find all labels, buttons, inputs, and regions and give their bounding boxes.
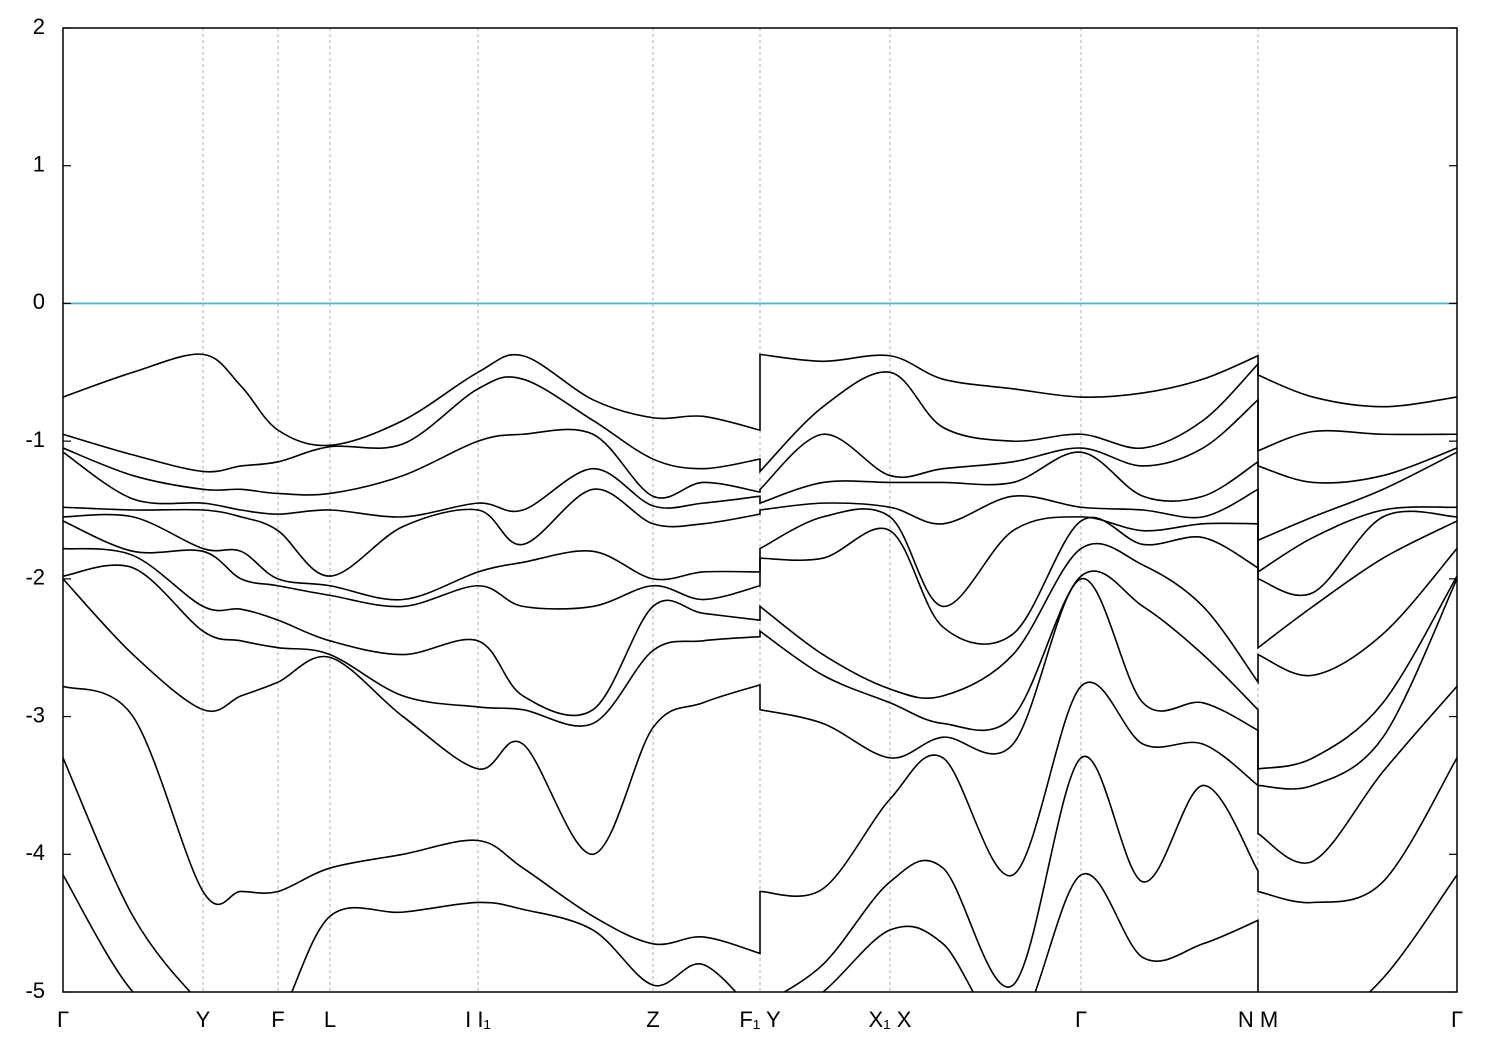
band-line	[63, 488, 1457, 577]
y-tick-label: -4	[25, 840, 45, 865]
x-tick-label: F	[271, 1007, 284, 1032]
band-line	[63, 353, 1457, 447]
x-tick-label: X₁ X	[869, 1007, 912, 1032]
band-line	[63, 578, 1457, 856]
plot-frame	[62, 27, 1458, 993]
band-line	[63, 681, 1457, 955]
x-tick-label: Γ	[57, 1007, 69, 1032]
x-tick-label: N M	[1238, 1007, 1278, 1032]
x-tick-label: I I₁	[465, 1007, 491, 1032]
x-tick-label: Γ	[1075, 1007, 1087, 1032]
band-line	[63, 516, 1457, 650]
band-line	[63, 755, 1457, 992]
x-tick-label: Z	[646, 1007, 659, 1032]
axis-labels: -5 -4 -3 -2 -1 0 1 2 Γ Y F L I I₁ Z F₁ Y X₁ X Γ N M Γ	[25, 14, 1463, 1032]
band-line	[63, 542, 1457, 717]
x-tick-label: Y	[196, 1007, 211, 1032]
y-tick-label: -2	[25, 565, 45, 590]
y-tick-label: 2	[33, 14, 45, 39]
plot-area	[63, 302, 1457, 992]
y-tick-label: -3	[25, 702, 45, 727]
y-tick-label: 1	[33, 152, 45, 177]
band-line	[63, 872, 1457, 992]
band-line	[63, 451, 1457, 542]
y-tick-label: -1	[25, 427, 45, 452]
grid	[202, 28, 1259, 992]
x-tick-label: L	[324, 1007, 336, 1032]
y-tick-label: -5	[25, 978, 45, 1003]
y-tick-label: 0	[33, 289, 45, 314]
x-tick-label: Γ	[1451, 1007, 1463, 1032]
x-tick-label: F₁ Y	[739, 1007, 781, 1032]
band-line	[63, 362, 1457, 474]
band-line	[63, 564, 1457, 770]
band-line	[63, 398, 1457, 499]
